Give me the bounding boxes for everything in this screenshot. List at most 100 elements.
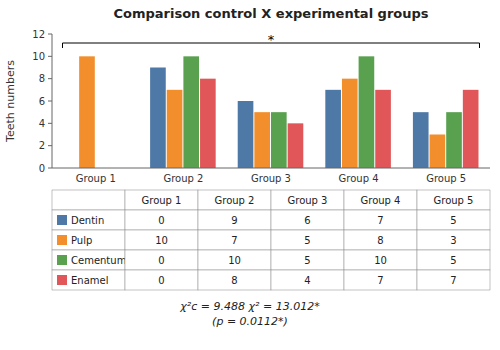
- table-header: Group 3: [288, 195, 328, 206]
- table-value: 10: [228, 255, 241, 266]
- annotation-line: (p = 0.0112*): [212, 315, 288, 328]
- table-value: 10: [155, 235, 168, 246]
- table-value: 4: [304, 275, 310, 286]
- bar: [325, 90, 341, 168]
- y-axis: 024681012: [32, 29, 52, 174]
- title: Comparison control X experimental groups: [113, 6, 428, 21]
- x-tick-label: Group 1: [76, 173, 116, 184]
- bar: [271, 112, 287, 168]
- table-cell: [344, 190, 417, 210]
- table-value: 7: [450, 275, 456, 286]
- y-tick: [48, 101, 52, 102]
- bar: [430, 135, 446, 169]
- table-cell: [417, 210, 490, 230]
- bar: [183, 56, 199, 168]
- table-header: Group 1: [142, 195, 182, 206]
- table-value: 8: [231, 275, 237, 286]
- bars: [79, 56, 478, 168]
- y-tick: [48, 56, 52, 57]
- chart: Comparison control X experimental groups…: [0, 0, 500, 350]
- table-cell: [344, 270, 417, 290]
- y-axis-label: Teeth numbers: [4, 60, 17, 143]
- y-tick-label: 6: [39, 96, 45, 107]
- table-cell: [344, 250, 417, 270]
- table-cell: [52, 270, 125, 290]
- table-cell: [344, 230, 417, 250]
- table-cell: [417, 230, 490, 250]
- table-cell: [271, 230, 344, 250]
- y-tick-label: 12: [32, 29, 45, 40]
- x-tick-label: Group 2: [163, 173, 203, 184]
- table-cell: [52, 190, 125, 210]
- bar: [167, 90, 183, 168]
- x-tick-label: Group 4: [339, 173, 379, 184]
- table-cell: [125, 250, 198, 270]
- table-value: 9: [231, 215, 237, 226]
- y-tick: [48, 168, 52, 169]
- table-header: Group 5: [434, 195, 474, 206]
- y-tick-label: 4: [39, 118, 45, 129]
- y-tick: [48, 34, 52, 35]
- table-swatch: [57, 235, 67, 245]
- x-axis: Group 1 Group 2 Group 3 Group 4 Group 5: [52, 168, 490, 184]
- y-tick: [48, 123, 52, 124]
- bracket-label: *: [268, 32, 275, 47]
- annotation: χ²ᴄ = 9.488 χ² = 13.012*(p = 0.0112*): [179, 300, 320, 328]
- table-value: 7: [377, 275, 383, 286]
- y-tick-label: 10: [32, 51, 45, 62]
- table-cell: [52, 230, 125, 250]
- table-cell: [198, 190, 271, 210]
- bar: [254, 112, 270, 168]
- table-cell: [271, 250, 344, 270]
- y-tick-label: 8: [39, 73, 45, 84]
- bar: [200, 79, 216, 168]
- table-cell: [271, 270, 344, 290]
- bar: [288, 123, 304, 168]
- bar: [79, 56, 95, 168]
- table-cell: [52, 210, 125, 230]
- table-header: Group 2: [215, 195, 255, 206]
- table-swatch: [57, 255, 67, 265]
- y-axis-line: [52, 34, 53, 168]
- table-cell: [125, 270, 198, 290]
- bar: [238, 101, 254, 168]
- table-cell: [198, 230, 271, 250]
- table-row-label: Pulp: [71, 235, 92, 246]
- table-value: 8: [377, 235, 383, 246]
- bar: [446, 112, 462, 168]
- table-cell: [417, 270, 490, 290]
- table-cell: [198, 250, 271, 270]
- table-cell: [417, 250, 490, 270]
- table-value: 6: [304, 215, 310, 226]
- table-cell: [125, 210, 198, 230]
- y-tick: [48, 78, 52, 79]
- x-axis-line: [52, 168, 490, 169]
- table-row-label: Cementum: [71, 255, 126, 266]
- table-value: 0: [158, 255, 164, 266]
- table-value: 5: [450, 255, 456, 266]
- table-value: 7: [231, 235, 237, 246]
- table-cell: [271, 190, 344, 210]
- bar: [413, 112, 429, 168]
- bar: [342, 79, 358, 168]
- y-tick-label: 0: [39, 163, 45, 174]
- chart-container: Comparison control X experimental groups…: [0, 0, 500, 350]
- x-tick-label: Group 5: [426, 173, 466, 184]
- table-value: 10: [374, 255, 387, 266]
- table-swatch: [57, 215, 67, 225]
- table-cell: [271, 210, 344, 230]
- table-cell: [198, 210, 271, 230]
- bar: [150, 68, 166, 169]
- table-header: Group 4: [361, 195, 401, 206]
- table-cell: [344, 210, 417, 230]
- table-row-label: Dentin: [71, 215, 104, 226]
- table-value: 3: [450, 235, 456, 246]
- table-cell: [417, 190, 490, 210]
- table-value: 0: [158, 215, 164, 226]
- table-value: 7: [377, 215, 383, 226]
- table-value: 5: [450, 215, 456, 226]
- table-cell: [125, 190, 198, 210]
- bar: [375, 90, 391, 168]
- x-tick-label: Group 3: [251, 173, 291, 184]
- y-tick: [48, 145, 52, 146]
